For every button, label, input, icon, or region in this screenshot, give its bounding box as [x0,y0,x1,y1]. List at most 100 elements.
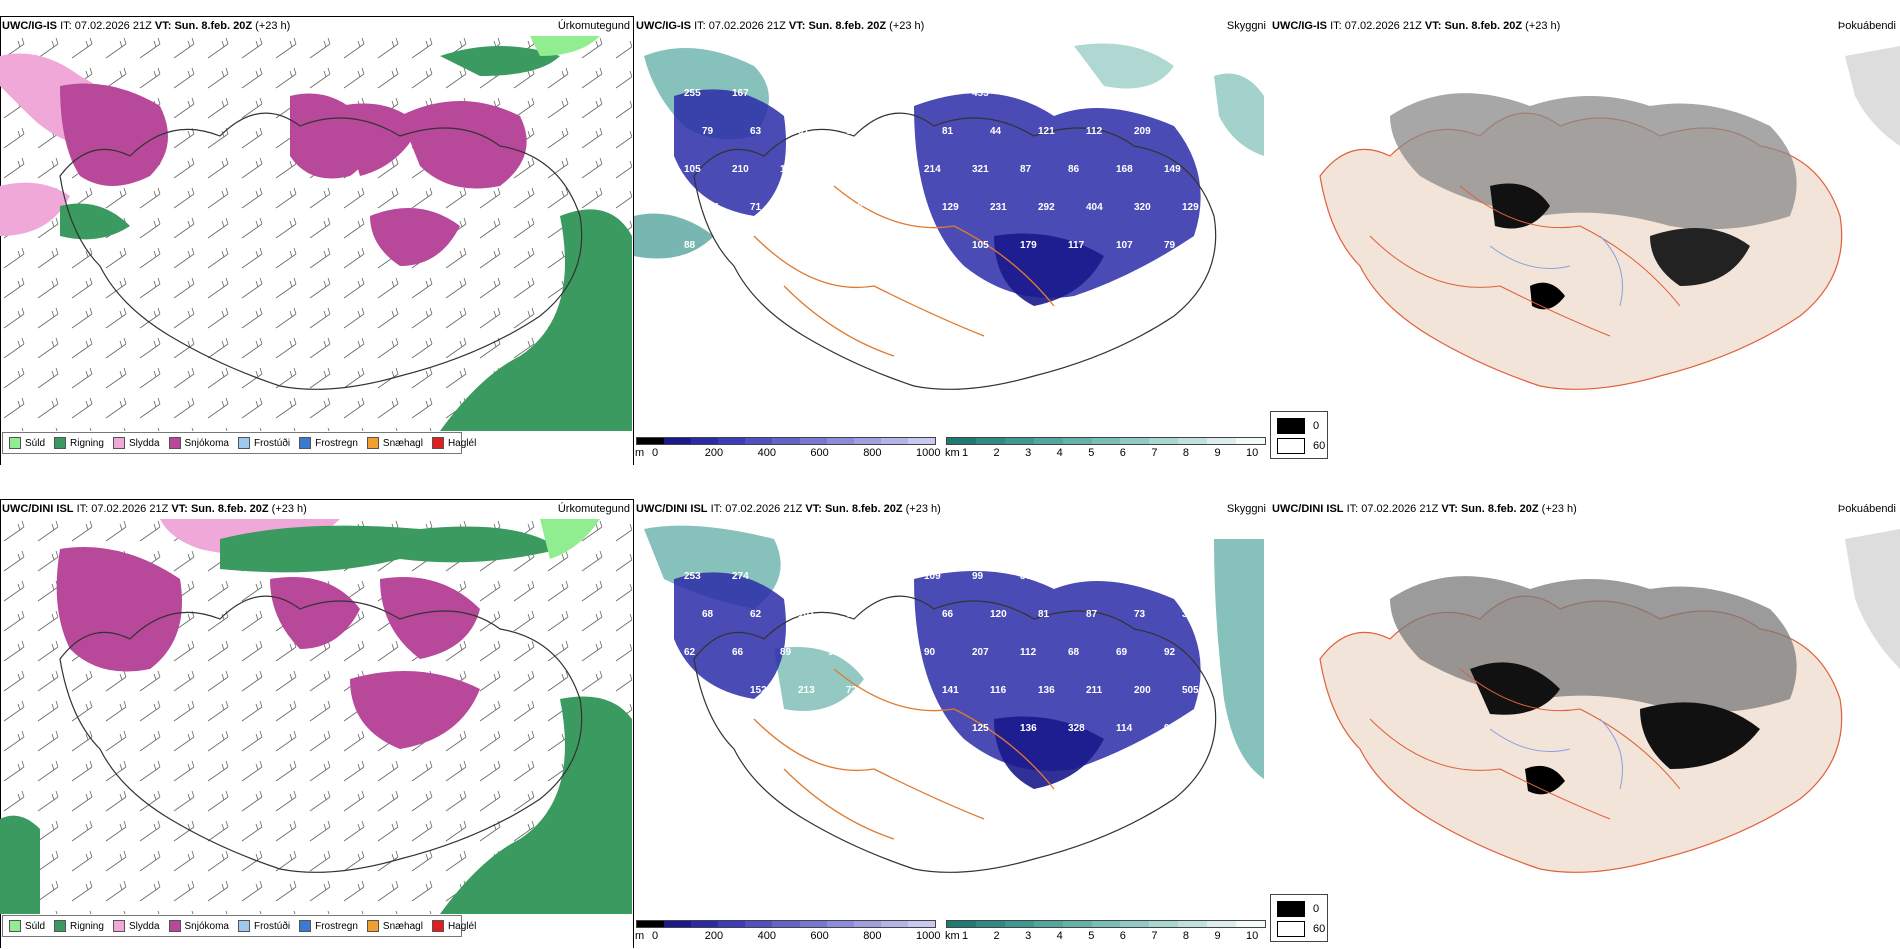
legend-item: Frostúði [237,920,290,932]
issue-time: 07.02.2026 21Z [725,503,803,515]
legend-swatch [9,920,21,932]
cloud-base-value: 105 [972,240,989,251]
lead-time: (+23 h) [889,20,925,32]
colorbar-tick: 800 [863,447,882,459]
model-name: UWC/DINI ISL [2,503,74,515]
visibility-area [774,647,864,711]
valid-label: VT: [805,503,822,515]
cloud-base-value: 112 [1020,647,1037,658]
colorbar-m: 0 200 400 600 800 1000 m [635,920,940,946]
colorbar-unit: m [635,930,645,942]
cloud-base-value: 85 [876,647,888,658]
colorbar-step [691,438,719,444]
legend-swatch [54,437,67,449]
colorbar-step [947,438,976,444]
cloud-base-value: 100 [1164,88,1181,99]
legend-label: Snjókoma [184,920,229,932]
colorbar-step [1120,438,1150,444]
cloud-base-value: 66 [732,647,744,658]
legend-item: Snæhagl [366,920,423,932]
colorbar-step [880,438,908,444]
snow-area [60,83,168,186]
cloud-base-value: 87 [1020,164,1032,175]
colorbar-ticks: 1 2 3 4 5 6 7 8 9 10 [946,447,1266,461]
snow-area [380,577,480,659]
colorbar-step [745,921,773,927]
coastline [59,595,583,873]
colorbar-tick: 5 [1088,447,1095,459]
colorbar-step [1149,921,1179,927]
legend-label: Slydda [128,920,160,932]
legend-swatch [431,437,444,449]
cloud-base-value: 82 [894,609,906,620]
legend-label: Snæhagl [382,920,423,932]
fog-swatch [1277,418,1305,434]
cloud-base-value: 213 [798,685,815,696]
fog-legend-row: 60 [1277,921,1325,937]
colorbar-unit: km [945,447,960,459]
colorbar-step [1236,921,1265,927]
legend-label: Haglél [447,437,477,449]
cloud-base-labels: 255 167 119 535 199 85 455 392 60 76 100 79 63 91 99 10… [684,88,1199,289]
colorbar-tick: 600 [810,447,829,459]
cloud-base-value: 207 [972,647,989,658]
colorbar-tick: 600 [810,930,829,942]
fog-index-area [1530,282,1565,310]
colorbar-tick: 1 [962,447,969,459]
colorbar-step [947,921,976,927]
cloud-base-value: 73 [1134,609,1146,620]
issue-label: IT: [1346,503,1359,515]
cloud-base-value: 68 [702,609,714,620]
valid-label: VT: [1424,20,1442,32]
legend-swatch [9,437,21,449]
panel-header: UWC/IG-IS IT: 07.02.2026 21Z VT: Sun. 8.… [636,20,1268,36]
rain-area [220,525,560,573]
legend-swatch [299,920,312,932]
colorbar-tick: 2 [993,930,1000,942]
snow-area [56,547,182,672]
colorbar-ticks: 1 2 3 4 5 6 7 8 9 10 [946,930,1266,944]
colorbar-step [975,438,1005,444]
issue-time: 07.02.2026 21Z [1344,20,1422,32]
cloud-panel: UWC/IG-IS IT: 07.02.2026 21Z VT: Sun. 8.… [634,0,1270,465]
lead-time: (+23 h) [271,503,307,515]
colorbar-tick: 200 [704,930,724,942]
model-name: UWC/IG-IS [636,20,691,32]
precip-type-panel: UWC/DINI ISL IT: 07.02.2026 21Z VT: Sun.… [0,483,634,948]
precip-legend: Súld Rigning Slydda Snjókoma Frostúði Frostre… [2,432,476,454]
cloud-base-value: 200 [1134,685,1151,696]
cloud-base-value: 99 [846,126,858,137]
cloud-base-value: 89 [780,647,792,658]
lead-time: (+23 h) [905,503,941,515]
cloud-base-value: 54 [828,164,840,175]
fog-legend-label: 60 [1313,440,1326,452]
cloud-base-value: 265 [894,202,911,213]
cloud-base-value: 85 [924,88,936,99]
cloud-base-value: 210 [732,164,749,175]
colorbar-m: 0 200 400 600 800 1000 m [635,437,940,463]
colorbar-tick: 1 [962,930,969,942]
issue-time: 07.02.2026 21Z [74,20,152,32]
colorbar-tick: 7 [1151,930,1158,942]
colorbar-step [1207,438,1237,444]
cloud-base-value: 109 [924,571,941,582]
legend-swatch [366,920,379,932]
colorbar-step [826,438,854,444]
colorbar-step [664,921,692,927]
colorbar-km: 1 2 3 4 5 6 7 8 9 10 km [945,920,1266,946]
colorbar-tick: 1000 [916,447,941,459]
cloud-base-value: 253 [684,571,701,582]
fog-index-area [1845,46,1900,146]
cloud-base-value: 86 [1068,164,1080,175]
cloud-base-value: 204 [702,202,719,213]
visibility-area [634,213,714,259]
colorbar-tick: 400 [757,447,776,459]
legend-swatch [168,437,181,449]
cloud-base-value: 62 [684,647,696,658]
colorbar-tick: 0 [652,930,659,942]
cloud-base-value: 125 [684,723,701,734]
precip-map [0,36,632,431]
precip-type-panel: UWC/IG-IS IT: 07.02.2026 21Z VT: Sun. 8.… [0,0,634,465]
fog-legend-label: 60 [1313,923,1326,935]
legend-label: Frostúði [253,437,291,449]
